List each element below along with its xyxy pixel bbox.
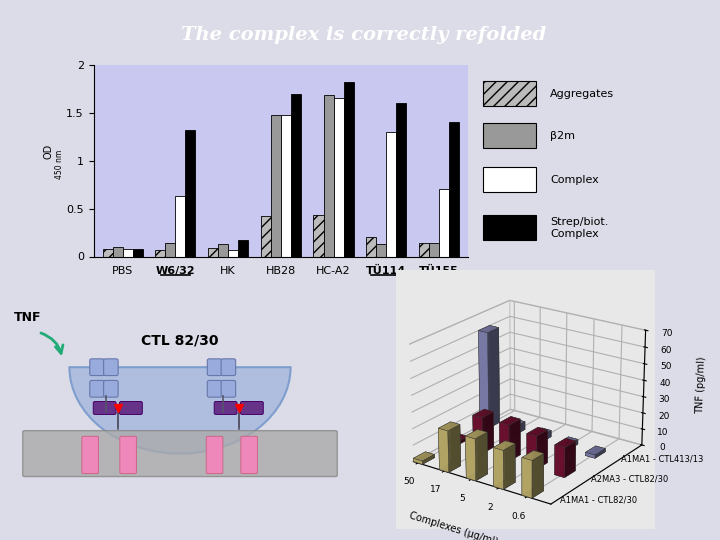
Bar: [102, 249, 112, 256]
Bar: [218, 244, 228, 256]
Text: 450 nm: 450 nm: [55, 150, 64, 179]
FancyBboxPatch shape: [104, 380, 118, 397]
Bar: [323, 96, 333, 256]
FancyBboxPatch shape: [82, 436, 99, 474]
FancyBboxPatch shape: [484, 167, 536, 192]
Bar: [291, 93, 301, 256]
FancyBboxPatch shape: [215, 402, 237, 415]
FancyBboxPatch shape: [90, 380, 104, 397]
Bar: [228, 250, 238, 256]
Text: Complex: Complex: [550, 175, 599, 185]
FancyBboxPatch shape: [240, 402, 264, 415]
Bar: [449, 122, 459, 256]
X-axis label: Complexes (µg/ml): Complexes (µg/ml): [408, 510, 499, 540]
Bar: [281, 114, 291, 256]
FancyBboxPatch shape: [94, 402, 116, 415]
FancyBboxPatch shape: [221, 359, 235, 375]
FancyArrowPatch shape: [41, 333, 63, 353]
Wedge shape: [69, 367, 291, 454]
FancyBboxPatch shape: [484, 123, 536, 148]
Text: Strep/biot.
Complex: Strep/biot. Complex: [550, 217, 608, 239]
FancyBboxPatch shape: [120, 402, 143, 415]
Bar: [176, 196, 185, 256]
FancyBboxPatch shape: [104, 359, 118, 375]
Bar: [238, 240, 248, 256]
FancyBboxPatch shape: [23, 431, 337, 476]
Text: CTL 82/30: CTL 82/30: [141, 333, 219, 347]
Bar: [386, 132, 396, 256]
FancyBboxPatch shape: [90, 359, 104, 375]
Bar: [112, 247, 122, 256]
Text: Aggregates: Aggregates: [550, 89, 614, 99]
Text: OD: OD: [44, 144, 54, 159]
FancyBboxPatch shape: [221, 380, 235, 397]
Bar: [261, 216, 271, 256]
FancyBboxPatch shape: [484, 81, 536, 106]
FancyBboxPatch shape: [207, 380, 222, 397]
Bar: [396, 103, 406, 256]
Text: β2m: β2m: [550, 131, 575, 141]
FancyBboxPatch shape: [207, 359, 222, 375]
Bar: [343, 82, 354, 256]
Bar: [132, 249, 143, 256]
Bar: [185, 130, 195, 256]
Bar: [429, 243, 439, 256]
Bar: [366, 238, 377, 256]
FancyBboxPatch shape: [120, 436, 137, 474]
Text: TNF: TNF: [14, 311, 42, 325]
Bar: [313, 215, 323, 256]
Bar: [271, 114, 281, 256]
Bar: [419, 243, 429, 256]
Bar: [166, 243, 176, 256]
FancyBboxPatch shape: [206, 436, 223, 474]
Bar: [439, 190, 449, 256]
Bar: [333, 98, 343, 256]
FancyBboxPatch shape: [240, 436, 258, 474]
Bar: [122, 249, 132, 256]
Bar: [208, 248, 218, 256]
Bar: [156, 250, 166, 256]
Bar: [377, 244, 386, 256]
Text: The complex is correctly refolded: The complex is correctly refolded: [181, 25, 546, 44]
FancyBboxPatch shape: [484, 215, 536, 240]
